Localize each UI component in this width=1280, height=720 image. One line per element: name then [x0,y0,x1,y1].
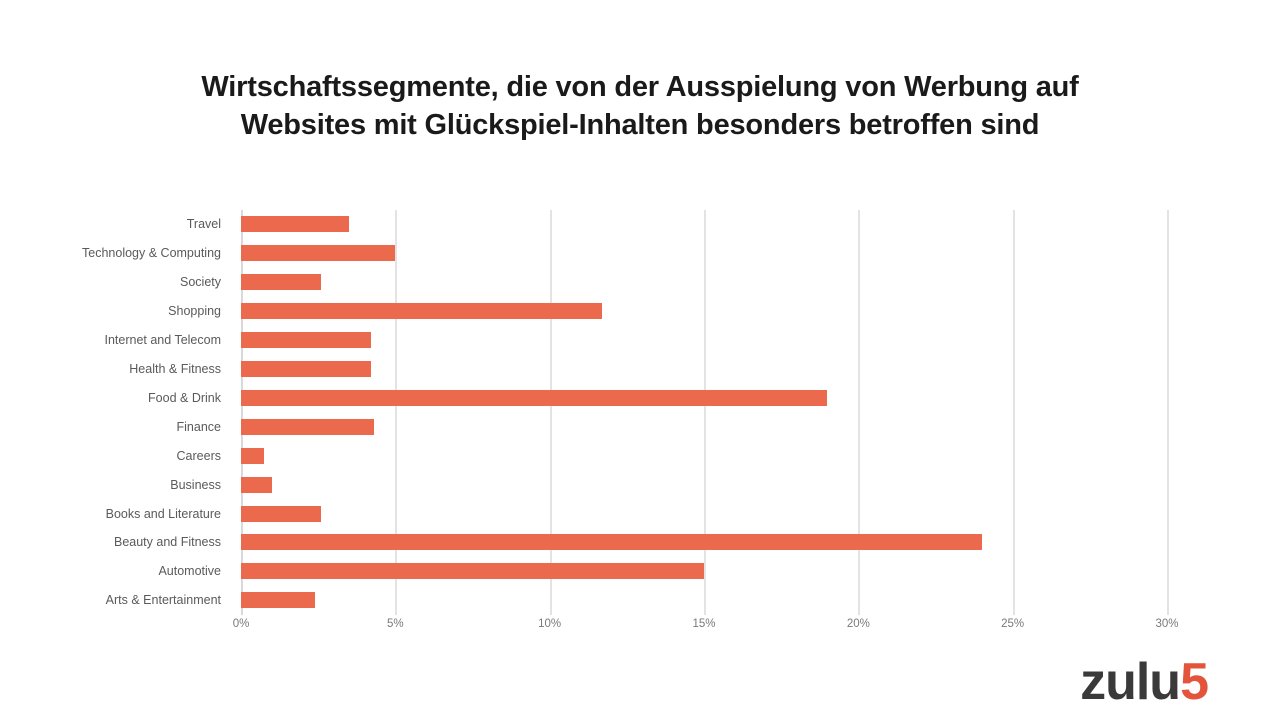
plot-area [241,210,1169,615]
bar-row [241,470,1167,499]
x-axis-tick-label: 25% [1001,618,1025,630]
y-axis-label: Automotive [0,557,231,586]
y-axis-label-text: Arts & Entertainment [105,593,221,608]
title-line-1: Wirtschaftssegmente, die von der Ausspie… [201,71,1079,103]
y-axis-label: Internet and Telecom [0,326,231,355]
bar-row [241,499,1167,528]
y-axis-label: Society [0,268,231,297]
bar [241,245,396,262]
y-axis-label-text: Shopping [168,304,221,319]
bar-row [241,268,1167,297]
bar [241,592,316,609]
bar-row [241,210,1167,239]
gridline-15pct [704,210,706,615]
gridline-10pct [549,210,552,615]
bar [241,476,272,493]
y-axis-label: Shopping [0,297,231,326]
x-axis-tick-label: 0% [232,618,250,630]
bar-row [241,297,1167,326]
y-axis-label: Food & Drink [0,383,231,412]
gridline-0pct [241,210,243,615]
y-axis-labels: Travel Technology & Computing Society Shopp… [0,210,231,615]
y-axis-label: Books and Literature [0,499,231,528]
y-axis-label-text: Beauty and Fitness [113,535,221,550]
bar-row [241,412,1167,441]
bar [241,563,704,580]
bar-row [241,239,1167,268]
bar [241,447,265,464]
title-line-2: Websites mit Glückspiel-Inhalten besonde… [240,109,1040,141]
gridline-5pct [395,210,398,615]
y-axis-label: Business [0,470,231,499]
zulu5-logo: zulu5 [1080,653,1209,711]
bar-row [241,557,1167,586]
bar-row [241,355,1167,384]
bar [241,274,322,291]
bar-chart: Travel Technology & Computing Society Shopp… [0,200,1280,640]
y-axis-label-text: Finance [176,419,221,434]
y-axis-label-text: Internet and Telecom [104,333,221,348]
y-axis-label-text: Automotive [158,564,221,579]
bar-row [241,441,1167,470]
y-axis-label-text: Business [170,477,221,492]
bar-row [241,383,1167,412]
bar-row [241,528,1167,557]
y-axis-label: Technology & Computing [0,239,231,268]
bar-rows [241,210,1167,615]
x-axis-tick-label: 5% [387,618,404,630]
bar [241,389,828,406]
y-axis-label-text: Society [180,275,221,290]
bar [241,303,603,320]
bar [241,216,350,233]
bar [241,332,371,349]
bar [241,534,982,551]
y-axis-label-text: Books and Literature [105,506,221,521]
page-title: Wirtschaftssegmente, die von der Ausspie… [120,68,1160,144]
bar [241,418,374,435]
x-axis-tick-label: 30% [1155,618,1179,630]
y-axis-label: Beauty and Fitness [0,528,231,557]
y-axis-label: Arts & Entertainment [0,586,231,615]
y-axis-label: Finance [0,412,231,441]
y-axis-label: Careers [0,441,231,470]
logo-word: zulu [1080,653,1181,711]
logo-digit: 5 [1180,653,1209,711]
bar-row [241,586,1167,615]
y-axis-label: Travel [0,210,231,239]
bar [241,505,322,522]
x-axis-tick-label: 15% [692,618,716,630]
x-axis-tick-label: 10% [538,618,562,630]
y-axis-label-text: Health & Fitness [129,361,221,376]
y-axis-label-text: Food & Drink [148,390,221,405]
y-axis-label: Health & Fitness [0,355,231,384]
y-axis-label-text: Travel [186,217,221,232]
x-axis-tick-label: 20% [846,618,870,630]
bar-row [241,326,1167,355]
y-axis-label-text: Careers [176,448,221,463]
gridline-20pct [858,210,861,615]
bar [241,360,371,377]
gridline-30pct [1167,210,1169,615]
gridline-25pct [1012,210,1015,615]
x-axis-labels: 0% 5% 10% 15% 20% 25% 30% [0,618,1280,640]
y-axis-label-text: Technology & Computing [82,246,221,261]
